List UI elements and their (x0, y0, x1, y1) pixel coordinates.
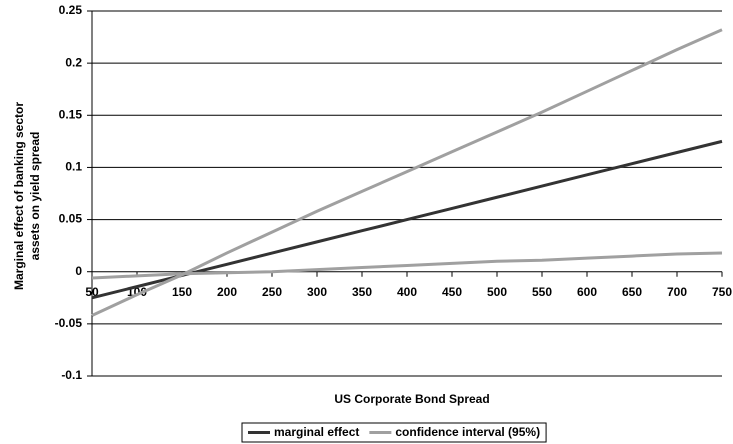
series-line (91, 251, 723, 280)
series-line (91, 28, 723, 317)
x-tick-label: 250 (262, 285, 282, 299)
legend-box (241, 422, 547, 443)
x-tick-label: 600 (577, 285, 597, 299)
y-tick-label: 0.1 (65, 160, 82, 174)
x-tick-label: 150 (172, 285, 192, 299)
series-line (91, 139, 723, 300)
y-tick-label: 0 (75, 264, 82, 278)
y-tick-label: -0.05 (55, 316, 83, 330)
legend: marginal effect confidence interval (95%) (241, 422, 547, 443)
y-tick-label: 0.05 (59, 212, 83, 226)
y-tick-label: 0.15 (59, 107, 83, 121)
y-tick-label: 0.2 (65, 55, 82, 69)
y-axis-title: Marginal effect of banking sector (12, 102, 26, 290)
legend-label: confidence interval (95%) (395, 425, 540, 439)
x-tick-label: 200 (217, 285, 237, 299)
x-tick-label: 400 (397, 285, 417, 299)
x-axis-title: US Corporate Bond Spread (334, 392, 489, 406)
y-tick-label: 0.25 (59, 3, 83, 17)
y-tick-label: -0.1 (61, 368, 82, 382)
x-tick-label: 300 (307, 285, 327, 299)
x-tick-label: 750 (712, 285, 732, 299)
x-tick-label: 550 (532, 285, 552, 299)
x-tick-label: 350 (352, 285, 372, 299)
y-axis-title: assets on yield spread (28, 132, 42, 261)
x-tick-label: 700 (667, 285, 687, 299)
x-tick-label: 650 (622, 285, 642, 299)
x-tick-label: 450 (442, 285, 462, 299)
legend-label: marginal effect (274, 425, 359, 439)
x-tick-label: 500 (487, 285, 507, 299)
